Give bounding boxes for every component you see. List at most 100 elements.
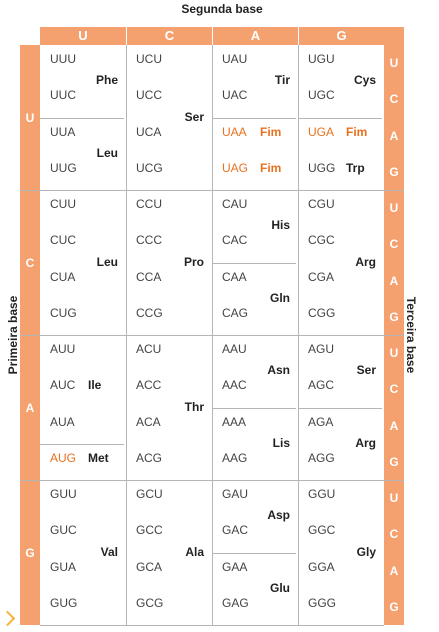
third-base-label-a: A <box>389 563 399 578</box>
codon-cug: CUG <box>50 305 77 320</box>
codon-guu: GUU <box>50 487 77 501</box>
third-base-label-c: C <box>389 92 399 107</box>
codon-aca: ACA <box>136 414 161 429</box>
codon-ccu: CCU <box>136 197 162 211</box>
codon-ugg: UGG <box>308 160 336 175</box>
amino-acid-leu: Leu <box>96 145 118 160</box>
chevron-right-icon <box>0 610 16 627</box>
second-base-header-g: G <box>299 27 384 45</box>
codon-gca: GCA <box>136 559 163 574</box>
first-base-label-g: G <box>20 481 40 625</box>
codon-uag: UAG <box>222 160 249 175</box>
codon-acg: ACG <box>136 450 163 465</box>
codon-auu: AUU <box>50 342 76 356</box>
group-divider <box>212 262 296 264</box>
codon-uuu: UUU <box>50 52 76 66</box>
codon-ggu: GGU <box>308 487 336 501</box>
amino-acid-asp: Asp <box>267 508 290 523</box>
codon-gug: GUG <box>50 595 78 610</box>
third-base-label-a: A <box>389 418 399 433</box>
amino-acid-gly: Gly <box>356 544 376 559</box>
amino-acid-gln: Gln <box>270 290 290 305</box>
second-base-header-a: A <box>213 27 298 45</box>
first-base-label-c: C <box>20 191 40 335</box>
amino-acid-fim: Fim <box>260 160 282 175</box>
third-base-label-u: U <box>389 346 399 361</box>
codon-ucu: UCU <box>136 52 162 66</box>
codon-acu: ACU <box>136 342 162 356</box>
third-base-label-a: A <box>389 273 399 288</box>
amino-acid-lis: Lis <box>272 435 290 450</box>
codon-aug: AUG <box>50 450 77 465</box>
second-base-header-c: C <box>127 27 212 45</box>
third-base-label-u: U <box>389 56 399 71</box>
codon-ugc: UGC <box>308 88 335 103</box>
group-divider <box>212 407 296 409</box>
amino-acid-pro: Pro <box>183 254 204 269</box>
codon-ucg: UCG <box>136 160 163 175</box>
amino-acid-trp: Trp <box>346 160 365 175</box>
codon-ugu: UGU <box>308 52 335 66</box>
codon-uug: UUG <box>50 160 77 175</box>
third-base-label-g: G <box>389 454 399 469</box>
group-divider <box>298 117 382 119</box>
third-base-label-u: U <box>389 201 399 216</box>
second-base-header-u: U <box>40 27 126 45</box>
codon-uac: UAC <box>222 88 248 103</box>
codon-cac: CAC <box>222 233 248 248</box>
third-base-label-a: A <box>389 128 399 143</box>
second-base-title: Segunda base <box>181 2 263 16</box>
amino-acid-thr: Thr <box>184 399 204 414</box>
amino-acid-phe: Phe <box>95 73 118 88</box>
codon-aaa: AAA <box>222 414 247 429</box>
codon-ucc: UCC <box>136 88 162 103</box>
amino-acid-val: Val <box>100 544 118 559</box>
codon-ccg: CCG <box>136 305 163 320</box>
table-frame <box>40 45 384 626</box>
codon-acc: ACC <box>136 378 162 393</box>
amino-acid-glu: Glu <box>270 580 290 595</box>
codon-caa: CAA <box>222 269 247 284</box>
codon-uca: UCA <box>136 124 162 139</box>
block-divider <box>20 335 404 336</box>
codon-cca: CCA <box>136 269 162 284</box>
group-divider <box>298 407 382 409</box>
amino-acid-ser: Ser <box>184 109 204 124</box>
codon-cuu: CUU <box>50 197 76 211</box>
codon-ggg: GGG <box>308 595 337 610</box>
codon-agg: AGG <box>308 450 335 465</box>
codon-aga: AGA <box>308 414 334 429</box>
amino-acid-arg: Arg <box>355 435 376 450</box>
third-base-label-c: C <box>389 237 399 252</box>
amino-acid-met: Met <box>88 450 109 465</box>
group-divider <box>40 443 124 445</box>
first-base-title: Primeira base <box>6 295 20 375</box>
codon-aau: AAU <box>222 342 247 356</box>
amino-acid-fim: Fim <box>346 124 368 139</box>
third-base-label-g: G <box>389 309 399 324</box>
group-divider <box>212 552 296 554</box>
codon-uga: UGA <box>308 124 335 139</box>
codon-cag: CAG <box>222 305 249 320</box>
codon-cau: CAU <box>222 197 248 211</box>
third-base-label-u: U <box>389 491 399 506</box>
third-base-title: Terceira base <box>404 296 418 374</box>
third-base-column <box>384 27 404 625</box>
block-divider <box>20 480 404 481</box>
codon-uau: UAU <box>222 52 248 66</box>
codon-uaa: UAA <box>222 124 247 139</box>
amino-acid-arg: Arg <box>355 254 376 269</box>
amino-acid-ile: Ile <box>88 378 102 393</box>
amino-acid-fim: Fim <box>260 124 282 139</box>
codon-cgg: CGG <box>308 305 336 320</box>
codon-agu: AGU <box>308 342 335 356</box>
codon-ccc: CCC <box>136 233 162 248</box>
first-base-label-a: A <box>20 336 40 480</box>
codon-gcu: GCU <box>136 487 163 501</box>
codon-aua: AUA <box>50 414 75 429</box>
codon-ggc: GGC <box>308 523 336 538</box>
third-base-label-c: C <box>389 382 399 397</box>
amino-acid-his: His <box>271 218 290 233</box>
amino-acid-ser: Ser <box>356 363 376 378</box>
third-base-label-g: G <box>389 599 399 614</box>
